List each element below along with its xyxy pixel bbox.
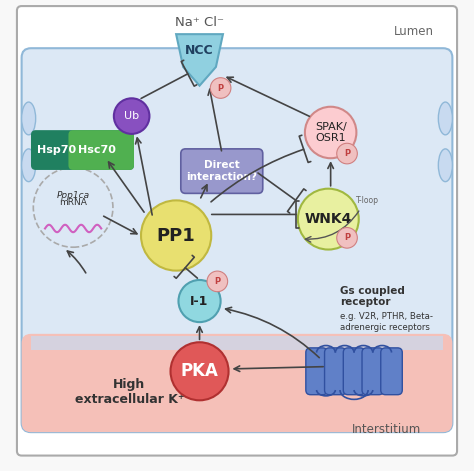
Circle shape — [171, 342, 228, 400]
FancyBboxPatch shape — [306, 348, 328, 395]
Text: Ub: Ub — [124, 111, 139, 121]
Text: P: P — [344, 149, 350, 158]
Circle shape — [337, 227, 357, 248]
Text: P: P — [218, 83, 224, 92]
FancyBboxPatch shape — [31, 130, 134, 170]
Text: e.g. V2R, PTHR, Beta-
adrenergic receptors: e.g. V2R, PTHR, Beta- adrenergic recepto… — [340, 312, 433, 332]
Text: Direct
interaction?: Direct interaction? — [187, 160, 257, 182]
Text: Hsp70: Hsp70 — [37, 145, 76, 155]
Circle shape — [298, 189, 359, 250]
Text: WNK4: WNK4 — [305, 212, 352, 226]
FancyBboxPatch shape — [22, 334, 452, 432]
Ellipse shape — [22, 102, 36, 135]
Text: I-1: I-1 — [191, 294, 209, 308]
Text: Ppp1ca: Ppp1ca — [56, 191, 90, 200]
Circle shape — [210, 78, 231, 98]
Circle shape — [207, 271, 228, 292]
Circle shape — [337, 143, 357, 164]
Text: P: P — [214, 277, 220, 286]
Text: Gs coupled
receptor: Gs coupled receptor — [340, 285, 405, 307]
Text: SPAK/
OSR1: SPAK/ OSR1 — [315, 122, 346, 143]
Text: Lumen: Lumen — [393, 25, 434, 38]
Text: Hsc70: Hsc70 — [78, 145, 116, 155]
Text: PKA: PKA — [181, 362, 219, 380]
Text: Interstitium: Interstitium — [352, 423, 421, 436]
FancyBboxPatch shape — [68, 130, 134, 170]
Circle shape — [114, 98, 149, 134]
Ellipse shape — [22, 149, 36, 182]
FancyBboxPatch shape — [325, 348, 346, 395]
FancyBboxPatch shape — [22, 48, 452, 432]
Circle shape — [179, 280, 220, 322]
Text: mRNA: mRNA — [59, 198, 87, 207]
FancyBboxPatch shape — [31, 336, 443, 350]
FancyBboxPatch shape — [17, 6, 457, 455]
Circle shape — [141, 200, 211, 271]
Polygon shape — [176, 34, 223, 86]
Text: NCC: NCC — [185, 44, 214, 57]
FancyBboxPatch shape — [362, 348, 383, 395]
FancyBboxPatch shape — [181, 149, 263, 194]
Text: Na⁺ Cl⁻: Na⁺ Cl⁻ — [175, 16, 224, 29]
FancyBboxPatch shape — [343, 348, 365, 395]
Text: High
extracellular K⁺: High extracellular K⁺ — [74, 378, 184, 406]
Circle shape — [305, 107, 356, 158]
FancyBboxPatch shape — [381, 348, 402, 395]
Text: P: P — [344, 233, 350, 243]
Text: T-loop: T-loop — [356, 196, 379, 205]
Ellipse shape — [438, 149, 452, 182]
Ellipse shape — [438, 102, 452, 135]
Text: PP1: PP1 — [157, 227, 195, 244]
